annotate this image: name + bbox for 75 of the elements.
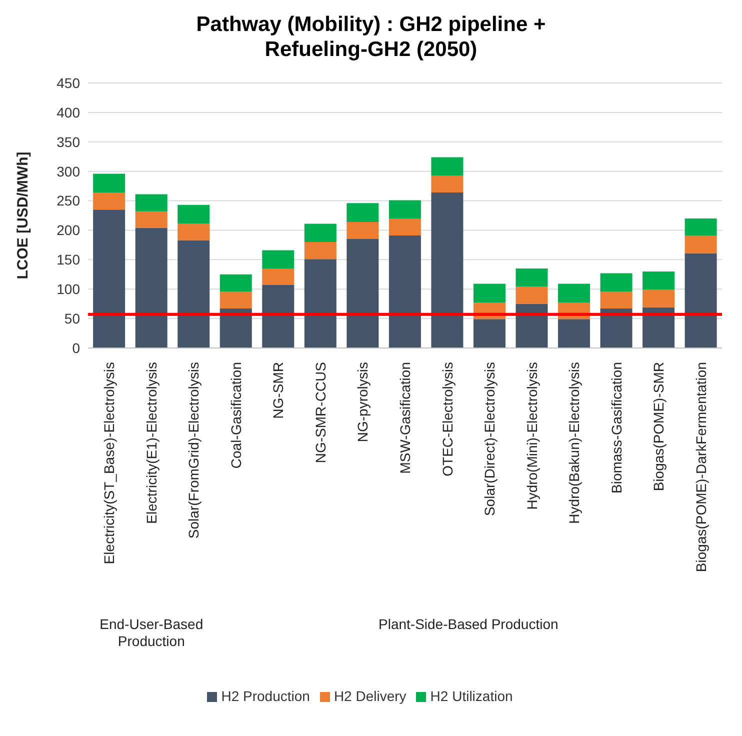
bar	[178, 204, 210, 224]
bar	[684, 236, 717, 254]
bar	[135, 194, 168, 212]
x-tick-label: Electricity(ST_Base)-Electrolysis	[101, 362, 118, 564]
bar	[388, 218, 421, 236]
bar	[600, 273, 632, 292]
x-tick-label: MSW-Gasification	[397, 362, 413, 474]
bar	[262, 250, 294, 268]
y-tick-label: 50	[64, 310, 80, 327]
bar	[346, 203, 379, 222]
bar	[600, 308, 632, 348]
bar	[642, 271, 675, 290]
x-tick-label: Hydro(Bakun)-Electrolysis	[566, 362, 582, 524]
text: Plant-Side-Based Production	[378, 616, 560, 633]
legend-label: H2 Production	[221, 688, 310, 704]
bar	[220, 274, 252, 292]
y-tick-label: 200	[56, 222, 80, 238]
bar	[178, 224, 210, 240]
y-tick-label: 250	[56, 192, 80, 209]
bar	[558, 284, 590, 303]
x-tick-label: Biogas(POME)-SMR	[650, 362, 667, 492]
bar	[262, 268, 294, 285]
bar	[304, 242, 336, 260]
x-tick-label: Coal-Gasification	[228, 362, 244, 469]
bar	[93, 192, 126, 210]
y-tick-label: 400	[56, 104, 80, 120]
bar	[558, 319, 590, 348]
bar	[516, 286, 548, 304]
bar	[516, 304, 548, 348]
x-tick-label: Electricity(E1)-Electrolysis	[143, 362, 160, 524]
bar	[642, 307, 675, 348]
bar	[600, 291, 632, 309]
bar	[304, 224, 336, 242]
bar	[135, 228, 168, 348]
bar	[431, 192, 464, 348]
x-tick-label: NG-pyrolysis	[354, 362, 371, 442]
bar	[684, 218, 717, 236]
bar	[304, 259, 336, 348]
bar	[473, 319, 506, 348]
bar	[178, 240, 210, 348]
bar	[93, 174, 126, 193]
x-tick-label: Hydro(Mini)-Electrolysis	[524, 362, 540, 510]
x-tick-label: Biomass-Gasification	[608, 362, 624, 494]
bar	[346, 222, 379, 240]
bar	[135, 211, 168, 228]
bar	[262, 284, 294, 348]
y-tick-label: 0	[72, 340, 80, 356]
bar	[431, 175, 464, 193]
x-tick-label: NG-SMR-CCUS	[312, 362, 328, 464]
legend-label: H2 Delivery	[334, 688, 406, 704]
x-tick-label: OTEC-Electrolysis	[439, 362, 456, 476]
legend-label: H2 Utilization	[430, 688, 513, 704]
x-tick-label: Biogas(POME)-DarkFermentation	[692, 362, 709, 572]
bar	[220, 291, 252, 309]
y-tick-label: 150	[56, 252, 80, 268]
x-tick-label: Solar(Direct)-Electrolysis	[482, 362, 498, 516]
y-tick-label: 300	[56, 163, 80, 180]
y-tick-label: 100	[56, 281, 80, 298]
y-tick-label: 350	[56, 134, 80, 150]
x-tick-label: NG-SMR	[270, 362, 286, 419]
bar	[516, 268, 548, 287]
bar	[473, 284, 506, 303]
bar	[93, 210, 126, 348]
y-tick-label: 450	[56, 74, 80, 91]
bar	[684, 253, 717, 348]
bar	[388, 236, 421, 348]
bar	[388, 200, 421, 218]
bar	[642, 290, 675, 308]
y-axis-title: LCOE [USD/MWh]	[14, 152, 32, 280]
bar	[220, 308, 252, 348]
bar	[346, 239, 379, 348]
chart-title: Pathway (Mobility) : GH2 pipeline + Refueling-GH2 (2050)	[196, 13, 546, 61]
x-tick-label: Solar(FromGrid)-Electrolysis	[186, 362, 202, 539]
bar	[431, 157, 464, 176]
text: End-User-Based Production	[98, 616, 204, 650]
